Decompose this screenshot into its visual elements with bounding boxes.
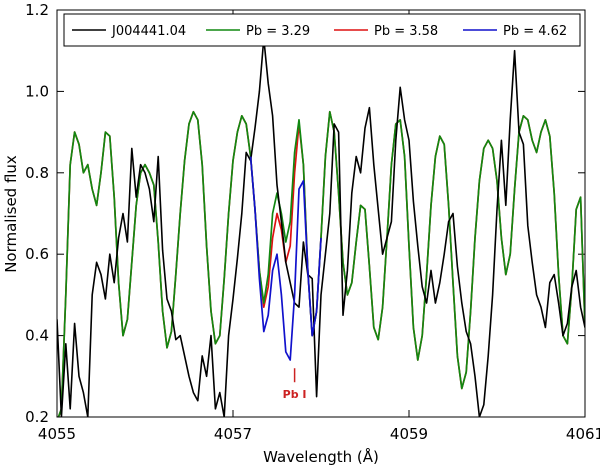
- x-tick-label: 4059: [390, 425, 428, 443]
- pb-line-annotation: Pb I: [283, 368, 307, 401]
- annotation-label: Pb I: [283, 388, 307, 401]
- x-tick-label: 4061: [566, 425, 600, 443]
- legend-label-0: J004441.04: [111, 24, 186, 39]
- x-tick-label: 4055: [38, 425, 76, 443]
- series-line-3: [249, 156, 322, 361]
- y-tick-label: 0.6: [25, 245, 49, 263]
- tick-labels: 4055 4057 4059 4061 0.2 0.4 0.6 0.8 1.0 1.2: [25, 1, 600, 443]
- y-tick-label: 0.4: [25, 327, 49, 345]
- legend: J004441.04 Pb = 3.29 Pb = 3.58 Pb = 4.62: [63, 13, 581, 47]
- x-axis-label: Wavelength (Å): [263, 447, 379, 466]
- y-axis-label: Normalised flux: [2, 155, 20, 273]
- legend-label-3: Pb = 4.62: [503, 24, 567, 39]
- y-tick-label: 0.8: [25, 164, 49, 182]
- legend-label-2: Pb = 3.58: [374, 24, 438, 39]
- y-tick-label: 1.0: [25, 82, 49, 100]
- legend-label-1: Pb = 3.29: [246, 24, 310, 39]
- x-tick-label: 4057: [214, 425, 252, 443]
- plot-frame: [56, 9, 586, 418]
- y-tick-label: 1.2: [25, 1, 49, 19]
- series-layer: [57, 37, 585, 417]
- series-line-0: [57, 37, 585, 417]
- y-tick-label: 0.2: [25, 408, 49, 426]
